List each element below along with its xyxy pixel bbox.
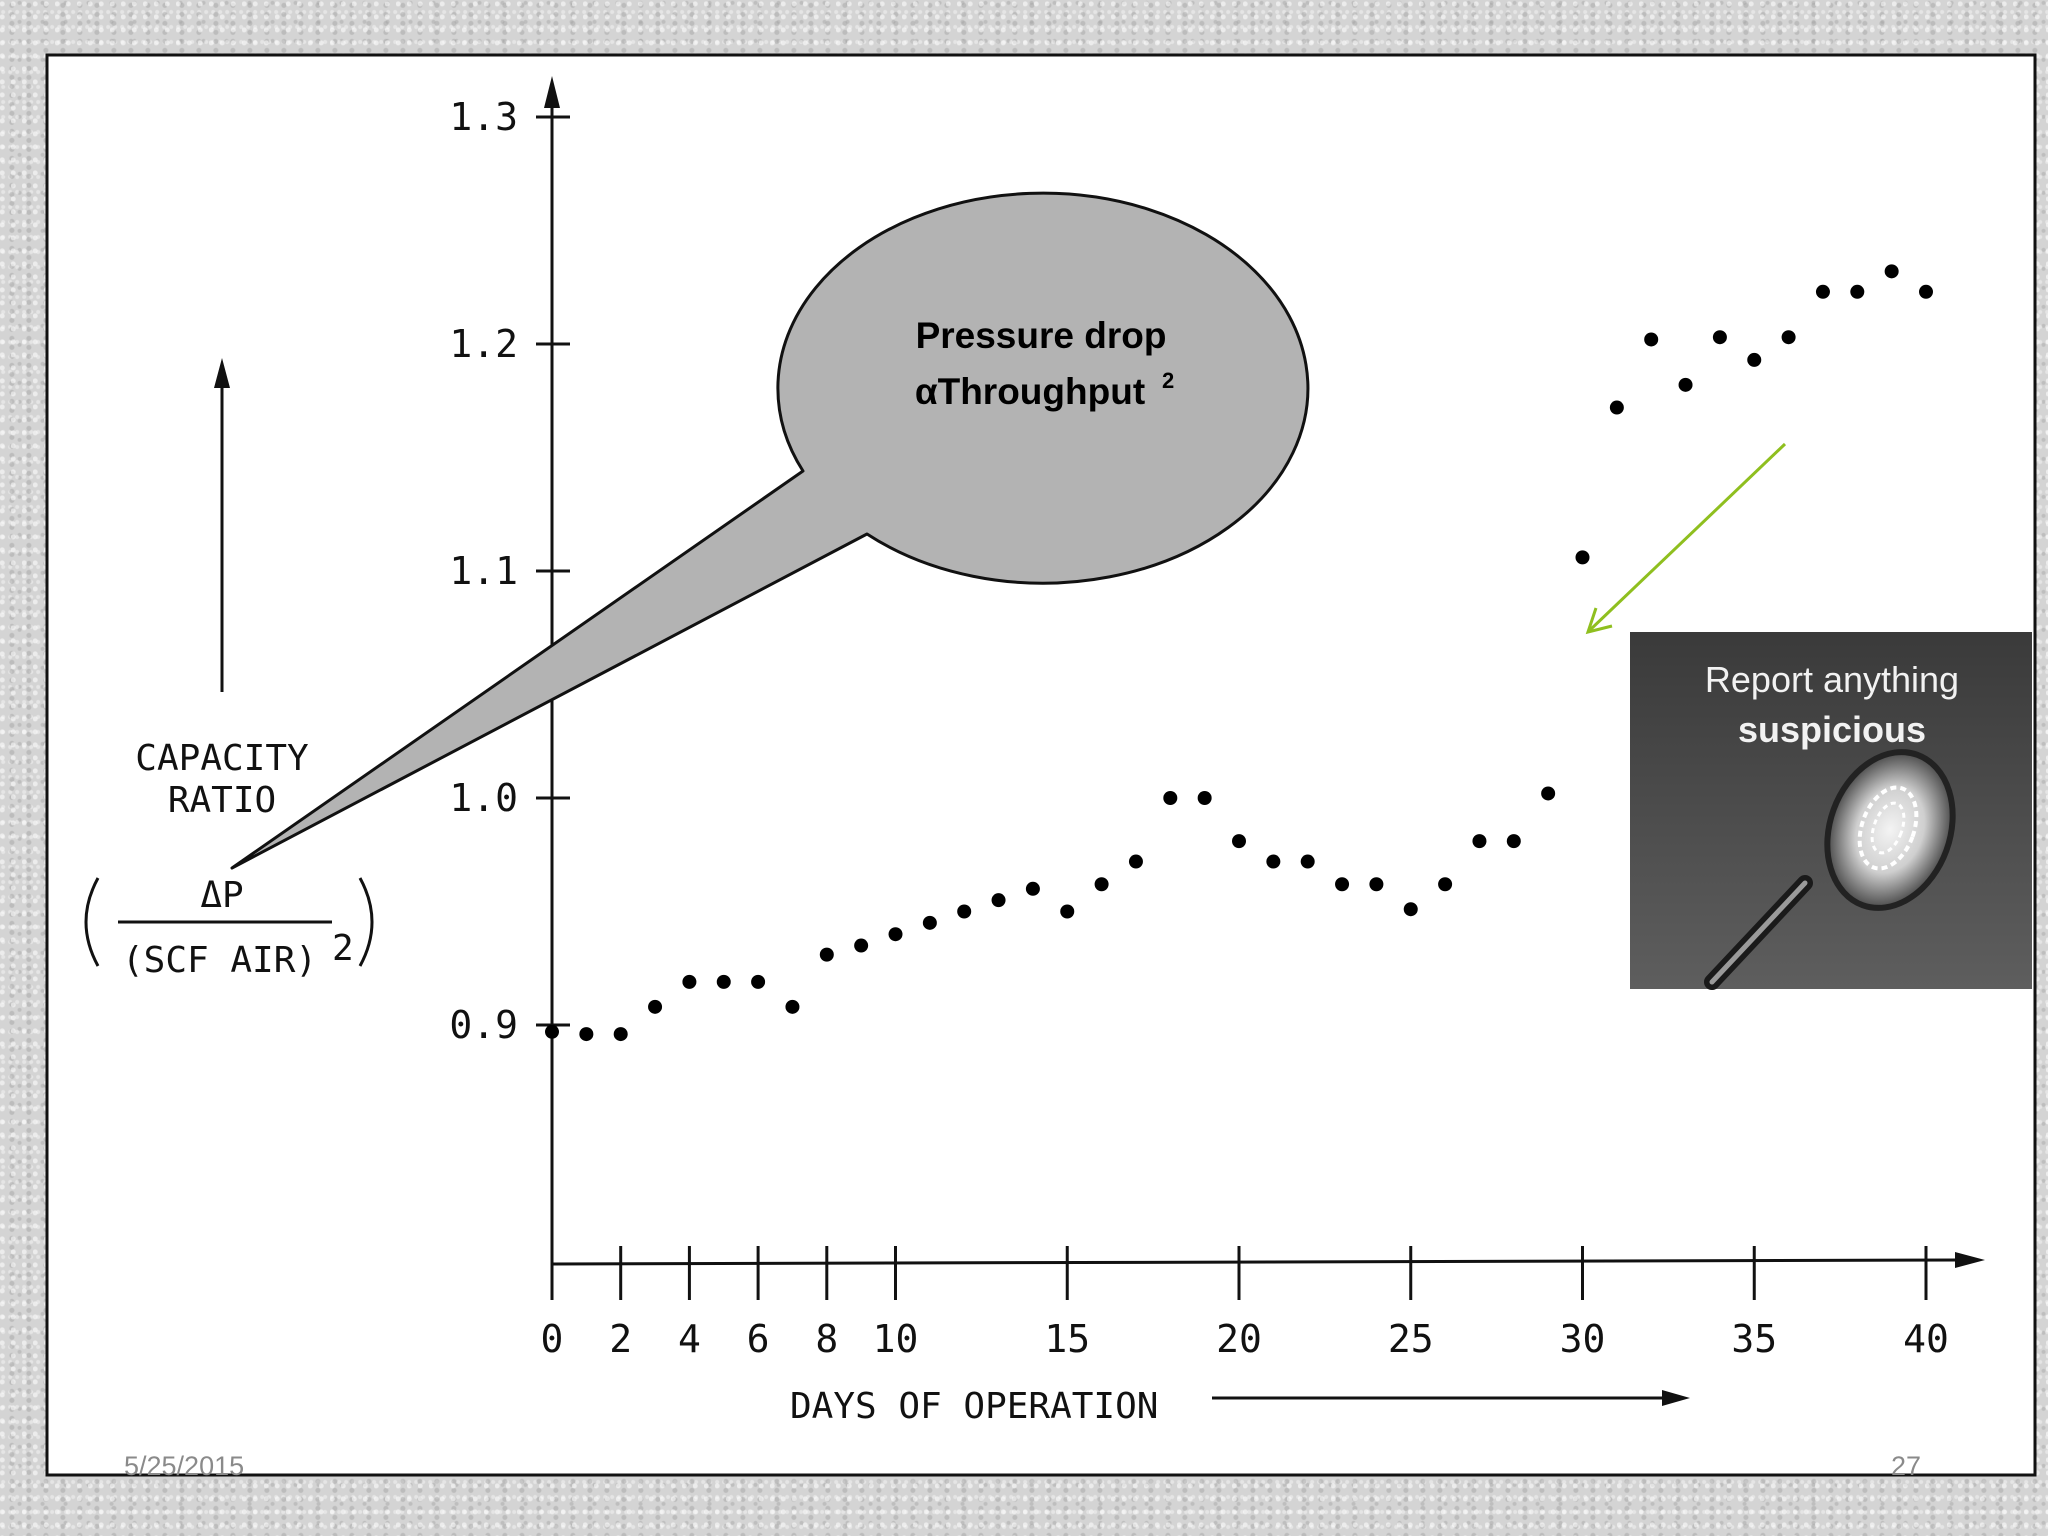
data-point: [991, 893, 1006, 908]
data-point: [1781, 330, 1796, 345]
x-axis-arrowhead: [1955, 1252, 1985, 1268]
callout-line2: αThroughput: [915, 371, 1145, 412]
data-point: [1300, 854, 1315, 869]
data-point: [1403, 902, 1418, 917]
x-tick-label: 15: [1044, 1317, 1090, 1361]
x-tick-label: 4: [678, 1317, 701, 1361]
data-points: [545, 264, 1933, 1042]
footer-page-number: 27: [1891, 1451, 1921, 1481]
x-tick-label: 40: [1903, 1317, 1949, 1361]
data-point: [545, 1024, 559, 1039]
x-axis-line: [551, 1258, 1961, 1266]
data-point: [1472, 834, 1487, 849]
report-card-line1: Report anything: [1705, 659, 1959, 700]
data-point: [1506, 834, 1521, 849]
x-tick-label: 20: [1216, 1317, 1262, 1361]
data-point: [957, 904, 972, 919]
y-ticks: 0.9 1.0 1.1 1.2 1.3: [449, 95, 570, 1047]
data-point: [682, 974, 697, 989]
x-tick-label: 2: [609, 1317, 632, 1361]
y-axis-title-line1: CAPACITY: [135, 738, 309, 779]
data-point: [1712, 330, 1727, 345]
data-point: [1747, 352, 1762, 367]
callout-line1: Pressure drop: [916, 315, 1167, 356]
data-point: [1919, 284, 1933, 299]
data-point: [716, 974, 731, 989]
data-point: [1575, 550, 1590, 565]
right-paren: [358, 877, 374, 967]
data-point: [648, 999, 663, 1014]
data-point: [1094, 877, 1109, 892]
data-point: [1884, 264, 1899, 279]
data-point: [751, 974, 766, 989]
footer-date: 5/25/2015: [124, 1451, 244, 1481]
green-arrow: [1585, 442, 1787, 635]
x-tick-label: 35: [1731, 1317, 1777, 1361]
data-point: [1644, 332, 1659, 347]
data-point: [819, 947, 834, 962]
data-point: [1197, 791, 1212, 805]
y-tick-label: 1.0: [449, 776, 518, 820]
fingerprint-icon: [1857, 785, 1919, 871]
data-point: [785, 999, 800, 1014]
data-point: [1369, 877, 1384, 892]
x-tick-label: 25: [1388, 1317, 1434, 1361]
data-point: [922, 915, 937, 930]
report-card: Report anything suspicious: [1630, 632, 2032, 990]
data-point: [1266, 854, 1281, 869]
y-tick-label: 1.3: [449, 95, 518, 139]
callout-superscript: 2: [1162, 368, 1174, 393]
data-point: [579, 1027, 594, 1042]
y-tick-label: 0.9: [449, 1003, 518, 1047]
magnifier-icon: [1704, 749, 1956, 990]
data-point: [1678, 377, 1693, 392]
x-tick-label: 6: [747, 1317, 770, 1361]
data-point: [888, 927, 903, 942]
formula-exponent: 2: [332, 928, 354, 969]
data-point: [1025, 881, 1040, 896]
data-point: [1128, 854, 1143, 869]
data-point: [1609, 400, 1624, 415]
data-point: [1541, 786, 1556, 801]
x-tick-label: 30: [1560, 1317, 1606, 1361]
y-tick-label: 1.1: [449, 549, 518, 593]
x-title-arrowhead: [1662, 1390, 1690, 1406]
y-title-arrowhead: [214, 358, 230, 388]
data-point: [1850, 284, 1865, 299]
data-point: [1060, 904, 1075, 919]
x-ticks: 0 2 4 6 8 10 15 20 25 30 35 40: [541, 1246, 1949, 1361]
x-tick-label: 0: [541, 1317, 564, 1361]
callout-shape: [230, 191, 1310, 870]
x-tick-label: 10: [873, 1317, 919, 1361]
y-axis-title-line2: RATIO: [168, 780, 276, 821]
y-axis-formula: ΔP (SCF AIR) 2: [84, 875, 374, 981]
formula-numerator: ΔP: [200, 875, 243, 916]
formula-denominator: (SCF AIR): [122, 940, 317, 981]
data-point: [1232, 834, 1246, 849]
x-axis-title: DAYS OF OPERATION: [790, 1386, 1158, 1427]
data-point: [1815, 284, 1830, 299]
data-point: [1163, 791, 1178, 805]
data-point: [1335, 877, 1350, 892]
y-tick-label: 1.2: [449, 322, 518, 366]
data-point: [1438, 877, 1453, 892]
report-card-line2: suspicious: [1738, 709, 1926, 750]
left-paren: [84, 877, 100, 967]
data-point: [854, 938, 869, 953]
data-point: [613, 1027, 628, 1042]
x-tick-label: 8: [815, 1317, 838, 1361]
y-axis-arrowhead: [544, 76, 560, 108]
callout-bubble: Pressure drop αThroughput 2: [230, 191, 1310, 870]
